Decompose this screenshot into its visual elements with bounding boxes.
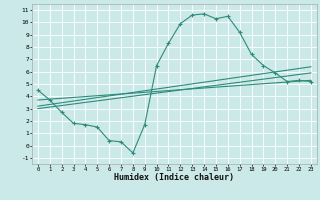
X-axis label: Humidex (Indice chaleur): Humidex (Indice chaleur) [115,173,234,182]
